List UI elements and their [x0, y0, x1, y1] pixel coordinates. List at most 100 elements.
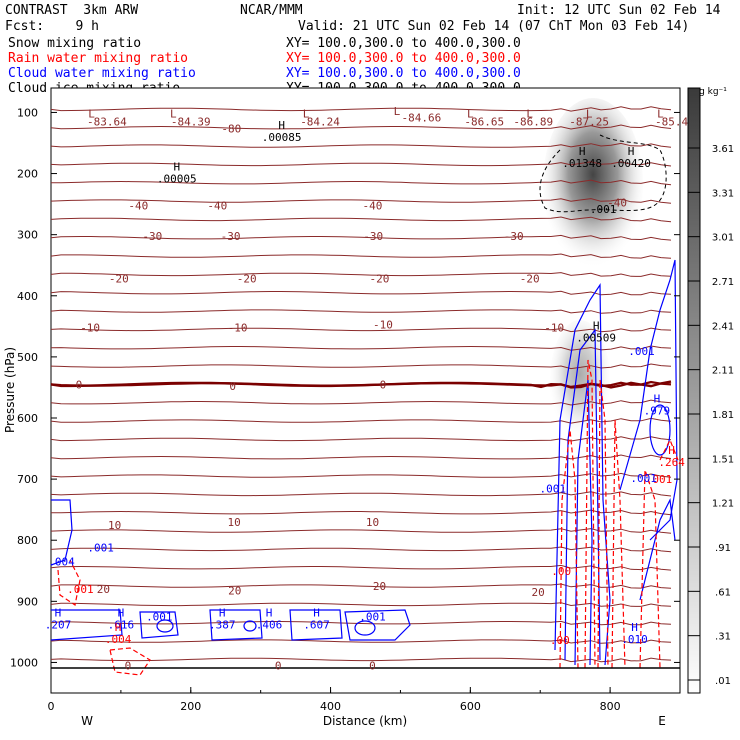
colorbar-label: 2.71 [712, 277, 734, 288]
field-rain-label: Rain water mixing ratio [8, 51, 189, 66]
high-marker: H [631, 621, 638, 634]
temperature-label: -20 [520, 273, 540, 286]
low-marker: L [526, 108, 533, 121]
x-tick-label: 600 [460, 700, 481, 713]
temperature-label: 20 [97, 583, 110, 596]
high-marker: H [55, 607, 62, 620]
west-label: W [81, 714, 93, 728]
colorbar-label: 3.01 [712, 233, 734, 244]
isotherm-line [51, 639, 672, 644]
temperature-label: -10 [544, 322, 564, 335]
temperature-label: 0 [369, 660, 376, 673]
low-marker: L [88, 108, 95, 121]
temperature-label: -10 [80, 322, 100, 335]
isotherm-line [51, 179, 672, 186]
high-marker: H [579, 145, 586, 158]
isotherm-line [51, 253, 672, 259]
isotherm-line [51, 620, 672, 626]
colorbar-label: 2.11 [712, 366, 734, 377]
isotherm-line [51, 363, 672, 370]
low-marker: L [303, 108, 310, 121]
isotherm-line [51, 124, 672, 130]
high-value: .616 [108, 619, 135, 632]
contour-label: .001 [590, 203, 617, 216]
temperature-label: -30 [221, 230, 241, 243]
temperature-label: -80 [221, 122, 241, 135]
high-value: .979 [644, 405, 671, 418]
x-tick-label: 400 [320, 700, 341, 713]
contour-label: .001 [646, 473, 673, 486]
high-marker: H [593, 319, 600, 332]
isotherm-line [51, 198, 672, 204]
isotherm-line [51, 327, 672, 333]
field-cloud-water-label: Cloud water mixing ratio [8, 66, 196, 81]
temperature-label: -84.24 [300, 116, 340, 129]
colorbar-label: 2.41 [712, 321, 734, 332]
temperature-label: -40 [607, 196, 627, 209]
temperature-label: 0 [125, 660, 132, 673]
axis-ticks: 0 200 400 600 800100200300400500600700800900… [3, 106, 681, 728]
field-cloud-water-xy: XY= 100.0,300.0 to 400.0,300.0 [286, 66, 521, 81]
model-title: CONTRAST 3km ARW [5, 3, 139, 18]
isotherm-line [51, 106, 672, 112]
temperature-label: 0 [229, 380, 236, 393]
y-tick-label: 900 [17, 595, 38, 608]
rain-water-contours [57, 359, 679, 676]
high-value: .01348 [562, 157, 602, 170]
isotherm-line [51, 161, 672, 167]
high-value: .607 [303, 619, 330, 632]
low-marker: L [657, 108, 664, 121]
low-marker: L [586, 108, 593, 121]
contour-label: .00 [550, 634, 570, 647]
y-tick-label: 800 [17, 534, 38, 547]
colorbar-unit: g kg⁻¹ [699, 87, 727, 97]
high-marker: H [118, 607, 125, 620]
temperature-label: 10 [227, 516, 240, 529]
y-tick-label: 500 [17, 351, 38, 364]
cloud-water-contours [51, 259, 678, 666]
isotherm-line [51, 657, 672, 663]
temperature-label: 20 [373, 580, 386, 593]
temperature-label: -40 [128, 199, 148, 212]
high-value: .00085 [262, 131, 302, 144]
contour-label: .001 [359, 611, 386, 624]
temperature-label: -30 [363, 230, 383, 243]
temperature-label: -40 [207, 199, 227, 212]
temperature-label: -85.4 [655, 116, 688, 129]
isotherm-line [51, 564, 672, 571]
high-value: .004 [105, 633, 132, 646]
colorbar-label: 3.61 [712, 144, 734, 155]
x-axis-label: Distance (km) [323, 714, 407, 728]
snow-mixing-shading [543, 98, 643, 268]
colorbar-label: .91 [715, 543, 731, 554]
temperature-label: 20 [532, 586, 545, 599]
colorbar-label: .01 [715, 676, 731, 687]
high-marker: H [266, 607, 273, 620]
high-marker: H [173, 160, 180, 173]
temperature-label: -30 [142, 230, 162, 243]
isotherm-line [51, 417, 672, 424]
isotherm-line [51, 399, 672, 406]
contour-label: .001 [146, 611, 173, 624]
colorbar-label: 1.51 [712, 454, 734, 465]
isotherm-line [51, 546, 672, 553]
contour-label: .001 [67, 583, 94, 596]
temperature-label: -10 [228, 322, 248, 335]
freezing-level-line [51, 380, 672, 389]
temperature-label: -10 [373, 319, 393, 332]
y-tick-label: 300 [17, 229, 38, 242]
init-time: Init: 12 UTC Sun 02 Feb 14 [517, 3, 721, 18]
contour-label: .001 [628, 345, 655, 358]
colorbar-label: 1.21 [712, 499, 734, 510]
temperature-label: 0 [380, 378, 387, 391]
colorbar-label: 3.31 [712, 188, 734, 199]
x-tick-label: 0 [48, 700, 55, 713]
temperature-label: -84.39 [171, 116, 211, 129]
contour-label: .001 [87, 542, 114, 555]
y-tick-label: 100 [17, 106, 38, 119]
y-tick-label: 600 [17, 412, 38, 425]
isotherm-line [51, 602, 672, 607]
isotherm-line [51, 309, 672, 314]
colorbar-fill [687, 87, 701, 694]
